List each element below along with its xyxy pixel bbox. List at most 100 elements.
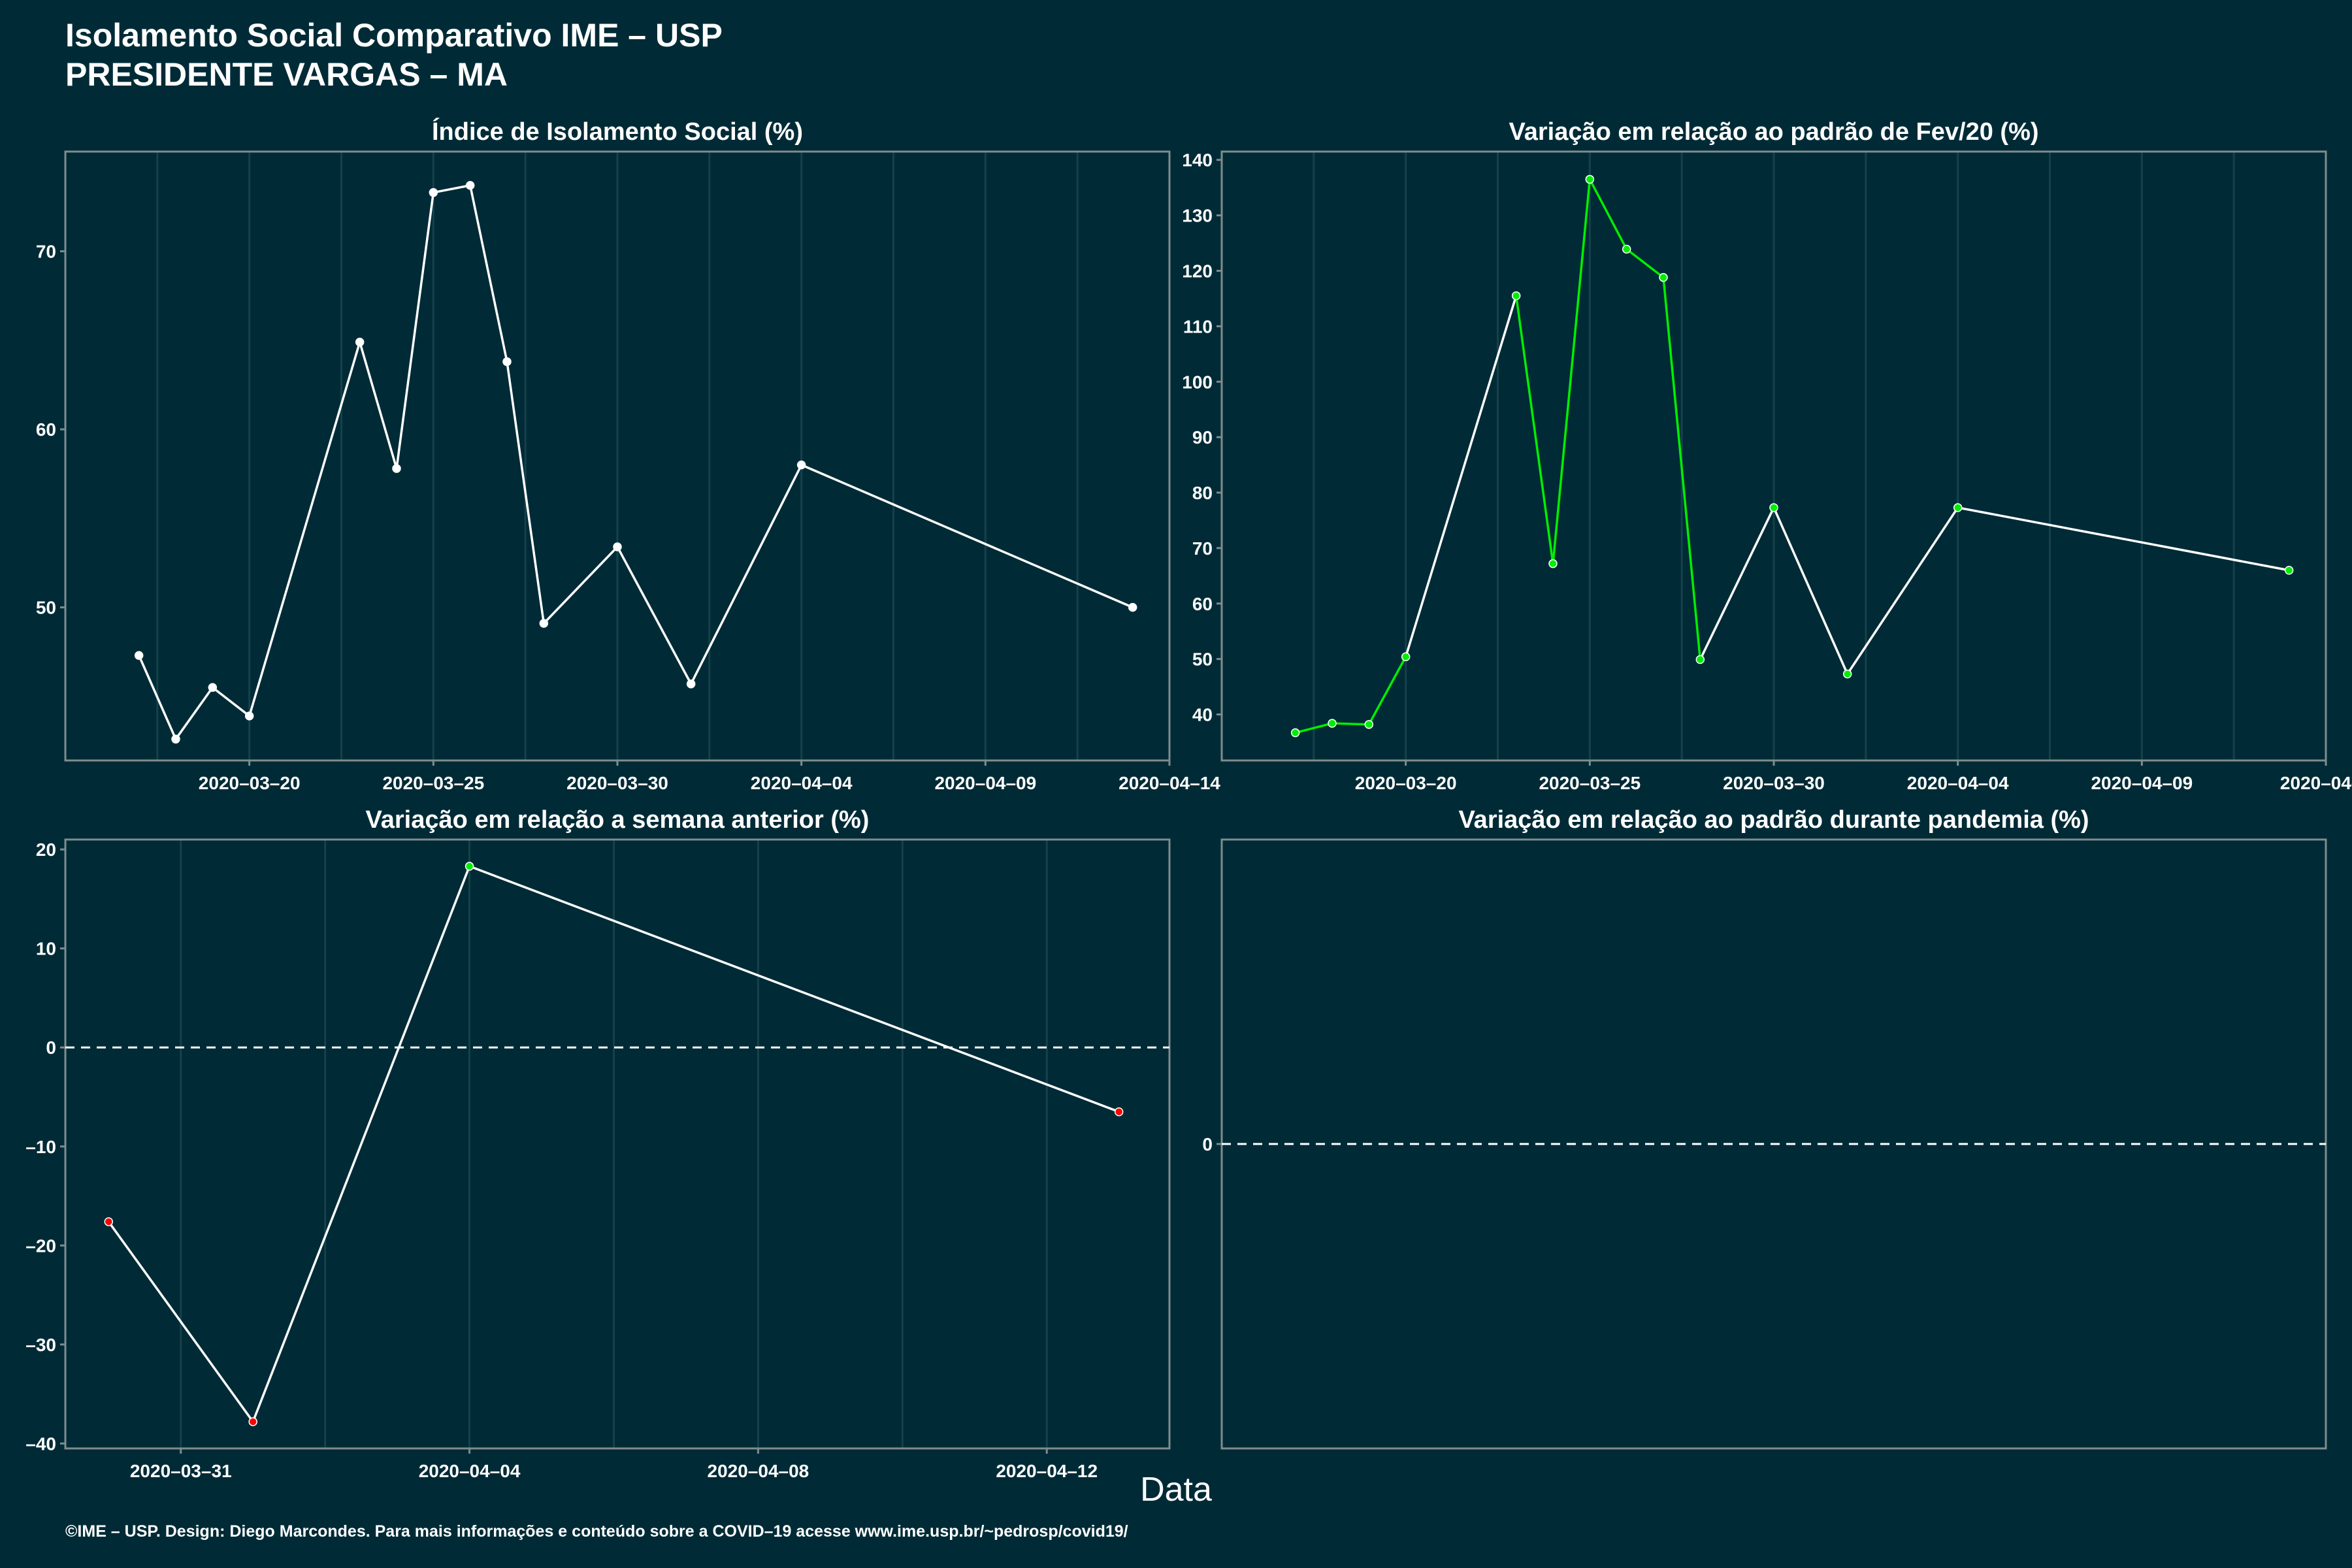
y-tick-label: 0 <box>1202 1134 1213 1154</box>
series-segment <box>1957 506 2289 572</box>
series-segment <box>506 361 546 624</box>
x-tick-label: 2020–04–04 <box>1907 773 2009 793</box>
series-segment <box>800 464 1134 609</box>
y-tick-label: 60 <box>1192 594 1213 614</box>
series-segment <box>395 192 435 469</box>
x-tick-label: 2020–04–14 <box>1119 773 1220 793</box>
data-point <box>613 542 622 551</box>
y-tick-label: 40 <box>1192 705 1213 725</box>
y-tick-label: 10 <box>36 939 56 959</box>
y-tick-label: 130 <box>1182 206 1213 226</box>
x-tick-label: 2020–03–20 <box>199 773 301 793</box>
series-segment <box>1514 295 1554 564</box>
x-tick-label: 2020–04–08 <box>708 1461 809 1481</box>
series-segment <box>252 866 471 1422</box>
y-tick-label: 70 <box>36 242 56 262</box>
series-segment <box>1588 178 1628 250</box>
series-segment <box>1846 506 1959 675</box>
data-point <box>1128 602 1137 612</box>
series-segment <box>1404 295 1518 657</box>
y-tick-label: 80 <box>1192 483 1213 503</box>
series-segment <box>138 655 177 740</box>
series-segment <box>1295 722 1333 734</box>
series-segment <box>468 185 508 362</box>
x-tick-label: 2020–04–04 <box>751 773 853 793</box>
y-tick-label: 50 <box>36 598 56 618</box>
y-tick-label: 110 <box>1183 316 1213 336</box>
series-segment <box>1699 507 1775 661</box>
data-point <box>502 357 512 367</box>
series-segment <box>107 1220 254 1423</box>
panel-frame-semana <box>64 838 1171 1450</box>
panel-title-pandemia: Variação em relação ao padrão durante pa… <box>1458 806 2089 834</box>
data-point <box>208 683 218 693</box>
series-segment <box>212 686 250 717</box>
data-point <box>1511 291 1521 301</box>
x-tick-label: 2020–03–30 <box>1723 773 1825 793</box>
data-point <box>355 337 365 347</box>
y-tick-label: 100 <box>1182 372 1213 392</box>
data-point <box>686 679 696 689</box>
y-tick-label: –30 <box>25 1335 56 1355</box>
panel-title-indice: Índice de Isolamento Social (%) <box>432 117 803 146</box>
y-tick-label: 120 <box>1182 261 1213 281</box>
series-segment <box>1552 179 1592 564</box>
data-point <box>1401 652 1411 662</box>
title-block: Isolamento Social Comparativo IME – USP … <box>65 16 723 94</box>
footer-caption: ©IME – USP. Design: Diego Marcondes. Par… <box>65 1522 1128 1541</box>
y-tick-label: 50 <box>1192 649 1213 670</box>
series-segment <box>616 546 693 685</box>
data-point <box>1659 272 1668 282</box>
data-point <box>1548 559 1558 568</box>
page-subtitle: PRESIDENTE VARGAS – MA <box>65 56 508 93</box>
page-title: Isolamento Social Comparativo IME – USP <box>65 17 723 54</box>
y-tick-label: 140 <box>1182 150 1213 171</box>
data-point <box>1364 720 1374 729</box>
data-point <box>796 460 806 470</box>
data-point <box>1114 1107 1124 1117</box>
data-point <box>1328 719 1337 728</box>
data-point <box>1769 503 1778 512</box>
data-point <box>104 1217 114 1226</box>
data-point <box>2284 566 2294 575</box>
data-point <box>465 181 475 190</box>
series-segment <box>543 546 619 625</box>
x-tick-label: 2020–03–30 <box>566 773 668 793</box>
series-segment <box>358 342 398 469</box>
data-point <box>244 711 254 721</box>
data-point <box>392 464 401 473</box>
panel-title-fev20: Variação em relação ao padrão de Fev/20 … <box>1509 118 2038 146</box>
y-tick-label: –10 <box>25 1137 56 1157</box>
data-point <box>1622 244 1631 254</box>
data-point <box>134 651 144 660</box>
y-tick-label: –40 <box>25 1433 56 1454</box>
y-tick-label: 20 <box>36 840 56 860</box>
x-axis-label: Data <box>1140 1471 1212 1509</box>
x-tick-label: 2020–04–04 <box>419 1461 521 1481</box>
x-tick-label: 2020–04–12 <box>996 1461 1098 1481</box>
x-tick-label: 2020–04–09 <box>934 773 1036 793</box>
data-point <box>1290 728 1300 738</box>
y-tick-label: 70 <box>1192 538 1213 559</box>
series-segment <box>468 865 1120 1113</box>
data-point <box>1585 174 1595 184</box>
data-point <box>1842 669 1852 679</box>
series-segment <box>174 687 214 740</box>
data-point <box>429 188 438 197</box>
series-segment <box>1772 507 1849 675</box>
data-point <box>1953 503 1963 512</box>
panel-title-semana: Variação em relação a semana anterior (%… <box>366 806 870 834</box>
series-segment <box>690 464 803 685</box>
series-segment <box>433 184 470 194</box>
series-segment <box>1662 277 1702 660</box>
series-segment <box>1367 656 1407 725</box>
y-tick-label: 90 <box>1192 427 1213 448</box>
x-tick-label: 2020–03–20 <box>1355 773 1457 793</box>
data-point <box>465 862 474 871</box>
x-tick-label: 2020–04–09 <box>2091 773 2193 793</box>
y-tick-label: 0 <box>46 1037 56 1058</box>
data-point <box>248 1417 257 1426</box>
data-point <box>1695 655 1705 664</box>
data-point <box>171 734 180 744</box>
